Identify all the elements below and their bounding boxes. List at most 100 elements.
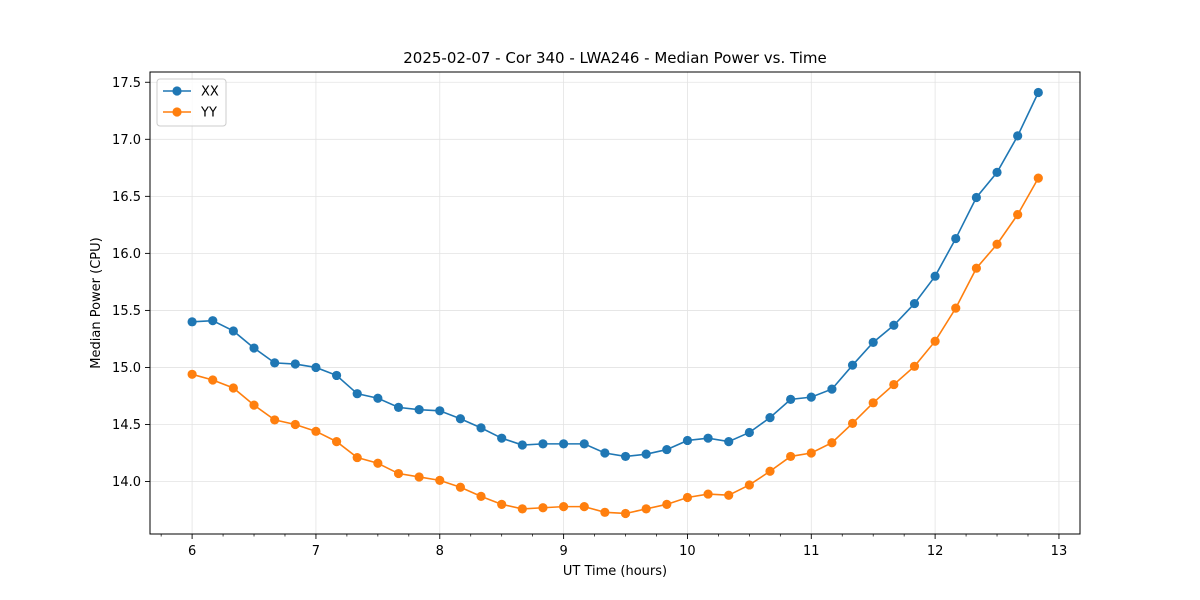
plot-area <box>150 72 1080 534</box>
data-point <box>290 419 300 430</box>
data-point <box>517 504 527 514</box>
data-point <box>414 405 424 415</box>
data-point <box>331 437 342 447</box>
x-tick-label: 7 <box>312 544 320 559</box>
data-point <box>620 508 631 519</box>
y-axis-label: Median Power (CPU) <box>89 237 104 368</box>
data-point <box>847 360 858 370</box>
data-point <box>228 383 238 393</box>
data-point <box>270 415 280 425</box>
data-point <box>559 439 569 449</box>
legend-item-xx: XX <box>163 85 219 100</box>
data-point <box>373 393 383 403</box>
legend: XX YY <box>156 78 227 127</box>
data-point <box>620 451 631 462</box>
x-axis-label: UT Time (hours) <box>563 564 667 579</box>
data-point <box>1013 131 1023 141</box>
data-point <box>641 449 651 459</box>
y-tick-label: 17.0 <box>112 133 141 148</box>
data-point <box>414 472 424 482</box>
grid <box>150 72 1080 534</box>
data-point <box>992 239 1002 249</box>
data-point <box>786 394 796 404</box>
data-point <box>827 438 837 448</box>
data-point <box>682 492 693 503</box>
data-point <box>971 263 981 273</box>
data-point <box>641 504 651 514</box>
data-point <box>352 389 362 399</box>
legend-label: XX <box>201 85 219 100</box>
data-point <box>208 316 218 326</box>
data-point <box>662 499 672 509</box>
x-tick-label: 10 <box>679 544 696 559</box>
data-point <box>435 475 445 485</box>
data-point <box>455 482 466 492</box>
data-point <box>951 233 961 244</box>
data-point <box>806 392 816 402</box>
data-point <box>765 413 775 423</box>
data-point <box>724 490 734 500</box>
x-tick-label: 8 <box>436 544 444 559</box>
data-point <box>559 502 569 512</box>
legend-marker <box>172 86 182 96</box>
y-tick-label: 17.5 <box>112 76 141 91</box>
data-point <box>373 458 383 468</box>
data-point <box>724 437 734 447</box>
data-point <box>868 398 878 408</box>
data-point <box>909 361 920 371</box>
data-point <box>290 359 300 369</box>
data-point <box>249 400 259 410</box>
data-point <box>744 427 754 438</box>
data-point <box>786 451 796 462</box>
data-point <box>1033 87 1043 98</box>
series-yy <box>187 173 1043 519</box>
data-point <box>662 444 672 455</box>
data-point <box>1013 209 1023 220</box>
data-point <box>827 384 837 394</box>
data-point <box>270 358 280 368</box>
data-point <box>517 440 527 450</box>
y-tick-label: 14.0 <box>112 475 141 490</box>
data-point <box>765 466 775 476</box>
data-point <box>393 402 404 412</box>
data-point <box>847 418 858 428</box>
x-tick-label: 12 <box>927 544 944 559</box>
data-point <box>538 503 548 513</box>
data-point <box>476 423 486 433</box>
data-point <box>331 370 342 381</box>
data-point <box>579 502 589 512</box>
data-point <box>497 499 507 509</box>
data-point <box>703 433 713 443</box>
data-point <box>455 414 466 424</box>
chart-title: 2025-02-07 - Cor 340 - LWA246 - Median P… <box>403 49 827 67</box>
data-point <box>909 298 920 309</box>
data-point <box>208 375 218 385</box>
data-point <box>311 362 321 373</box>
data-point <box>806 448 816 458</box>
y-tick-label: 15.0 <box>112 361 141 376</box>
data-point <box>249 343 259 353</box>
x-tick-label: 6 <box>188 544 196 559</box>
legend-label: YY <box>200 106 217 121</box>
data-point <box>951 303 961 313</box>
data-point <box>889 320 899 330</box>
data-point <box>971 192 981 203</box>
y-tick-label: 16.0 <box>112 247 141 262</box>
data-point <box>682 435 693 446</box>
data-point <box>1033 173 1043 183</box>
x-tick-label: 13 <box>1051 544 1068 559</box>
data-point <box>744 480 754 490</box>
legend-marker <box>172 107 182 117</box>
data-point <box>311 426 321 436</box>
data-point <box>930 336 940 346</box>
data-point <box>930 271 940 281</box>
ticks: 6 7 8 9 10 11 12 13 14.0 14.5 15.0 15.5 16.0 16.5 17.0… <box>112 76 1067 559</box>
data-point <box>228 326 238 336</box>
data-point <box>703 489 713 499</box>
data-point <box>187 369 197 379</box>
series-layer <box>187 87 1043 519</box>
x-tick-label: 11 <box>803 544 820 559</box>
data-point <box>476 491 486 501</box>
data-point <box>435 406 445 416</box>
data-point <box>538 439 548 449</box>
